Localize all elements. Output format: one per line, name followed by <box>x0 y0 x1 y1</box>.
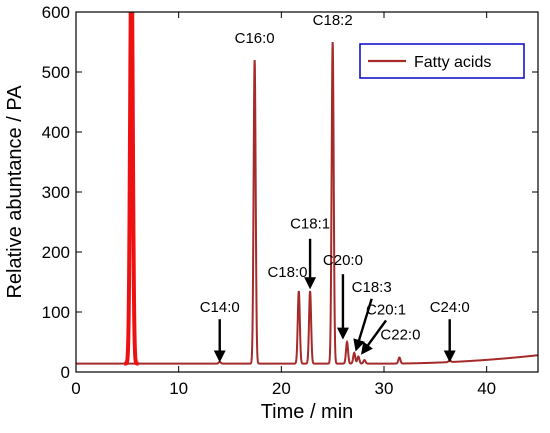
y-tick-label: 200 <box>42 243 70 262</box>
peak-arrow <box>353 298 373 352</box>
plot-frame <box>75 11 539 373</box>
solvent-peak <box>124 12 139 366</box>
peak-label: C18:3 <box>352 279 392 296</box>
peak-label: C14:0 <box>200 299 240 316</box>
x-tick-label: 40 <box>477 379 496 398</box>
x-tick-label: 20 <box>272 379 291 398</box>
y-tick-label: 100 <box>42 303 70 322</box>
peak-arrow <box>361 319 388 355</box>
y-tick-label: 300 <box>42 183 70 202</box>
peak-label: C20:0 <box>323 252 363 269</box>
x-tick-label: 0 <box>71 379 80 398</box>
peak-label: C16:0 <box>235 30 275 47</box>
x-tick-label: 30 <box>375 379 394 398</box>
x-axis-title: Time / min <box>261 401 354 423</box>
legend: Fatty acids <box>359 43 525 79</box>
y-tick-label: 400 <box>42 123 70 142</box>
peak-label: C18:0 <box>267 264 307 281</box>
peak-label: C22:0 <box>380 327 420 344</box>
peak-label: C18:1 <box>290 216 330 233</box>
y-tick-label: 500 <box>42 63 70 82</box>
peak-label: C20:1 <box>366 301 406 318</box>
peak-label: C24:0 <box>430 299 470 316</box>
x-tick-label: 10 <box>169 379 188 398</box>
legend-label-fatty-acids: Fatty acids <box>414 54 491 71</box>
y-axis-title: Relative abuntance / PA <box>4 85 26 299</box>
y-tick-label: 600 <box>42 3 70 22</box>
series-line-fatty-acids <box>76 41 538 365</box>
y-tick-label: 0 <box>61 363 70 382</box>
peak-label: C18:2 <box>313 12 353 29</box>
